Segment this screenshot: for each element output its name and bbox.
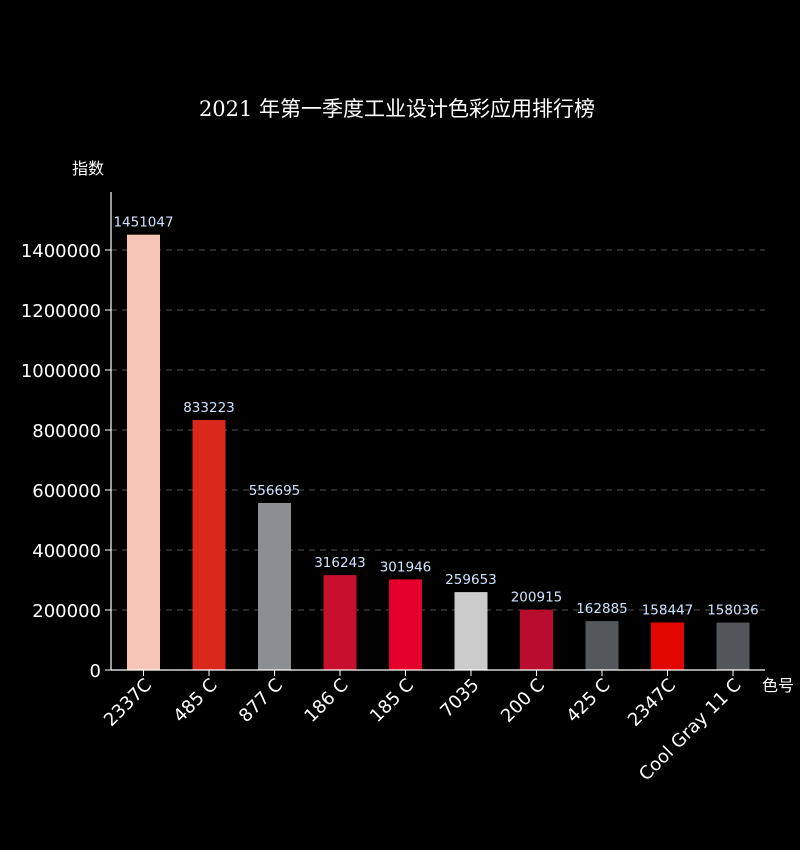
data-label: 556695 [249,483,301,499]
data-label: 162885 [576,601,628,617]
x-tick-label: 200 C [497,675,549,727]
bar-425-c [585,621,619,670]
x-tick-label: 186 C [300,675,352,727]
y-tick-label: 1000000 [21,361,101,382]
bar-2337c [127,234,160,670]
y-tick-label: 1400000 [21,241,101,262]
bar-cool-gray-11-c [716,622,750,670]
data-label: 158447 [642,602,694,618]
x-tick-label: 7035 [436,675,483,722]
bar-7035 [454,592,488,670]
bar-877-c [258,502,291,670]
y-tick-label: 600000 [32,481,101,502]
x-tick-label: 185 C [366,675,418,727]
y-tick-label: 0 [90,661,101,682]
bar-185-c [389,579,422,670]
data-labels: 1451047 833223 556695 316243 301946 259653 200… [113,215,758,619]
x-tick-label: 485 C [169,675,221,727]
data-label: 1451047 [113,215,173,231]
chart-title: 2021 年第一季度工业设计色彩应用排行榜 [199,97,595,121]
data-label: 259653 [445,572,497,588]
data-label: 200915 [511,590,563,606]
x-tick-label: 877 C [235,675,287,727]
data-label: 158036 [707,603,759,619]
axes [110,192,765,671]
y-tick-label: 1200000 [21,301,101,322]
x-tick-label: 2347C [624,675,680,731]
x-axis-label: 色号 [762,676,794,695]
data-label: 833223 [183,400,235,416]
x-tick-label: 425 C [562,675,614,727]
y-ticks: 0 200000 400000 600000 800000 1000000 1200000 1… [21,241,111,682]
data-label: 316243 [314,555,366,571]
bar-2347c [651,622,684,670]
bar-200-c [520,609,553,670]
y-axis-label: 指数 [72,159,104,178]
bars [127,234,750,670]
bar-186-c [323,575,357,670]
y-tick-label: 400000 [32,541,101,562]
y-tick-label: 200000 [32,601,101,622]
x-tick-label: 2337C [100,675,156,731]
y-tick-label: 800000 [32,421,101,442]
data-label: 301946 [380,559,432,575]
gridlines [111,249,765,611]
bar-485-c [192,420,226,670]
